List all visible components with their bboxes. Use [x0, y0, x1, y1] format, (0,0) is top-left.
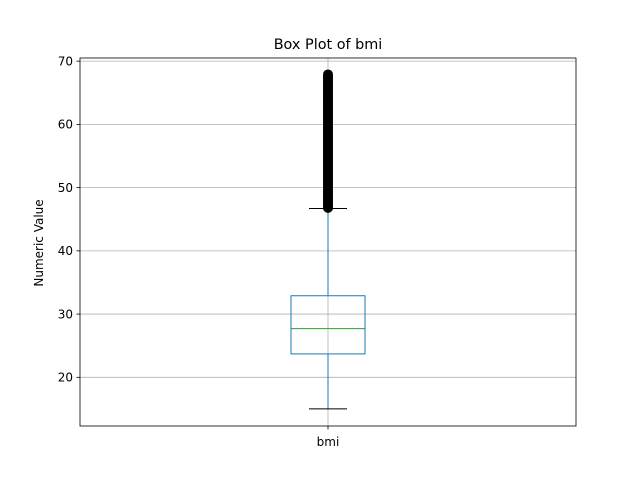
y-tick-label: 30 [58, 307, 73, 321]
y-tick-label: 50 [58, 181, 73, 195]
iqr-box [290, 295, 366, 355]
x-tick-label: bmi [317, 435, 340, 449]
outlier-point [323, 69, 333, 80]
y-axis-label: Numeric Value [32, 199, 46, 286]
y-tick-label: 20 [58, 371, 73, 385]
y-tick-label: 70 [58, 54, 73, 68]
y-tick-label: 40 [58, 244, 73, 258]
chart-title: Box Plot of bmi [274, 37, 383, 53]
y-tick-label: 60 [58, 118, 73, 132]
axes: 20 30 40 50 60 70 bmi [58, 54, 577, 449]
box-layer [290, 69, 366, 410]
